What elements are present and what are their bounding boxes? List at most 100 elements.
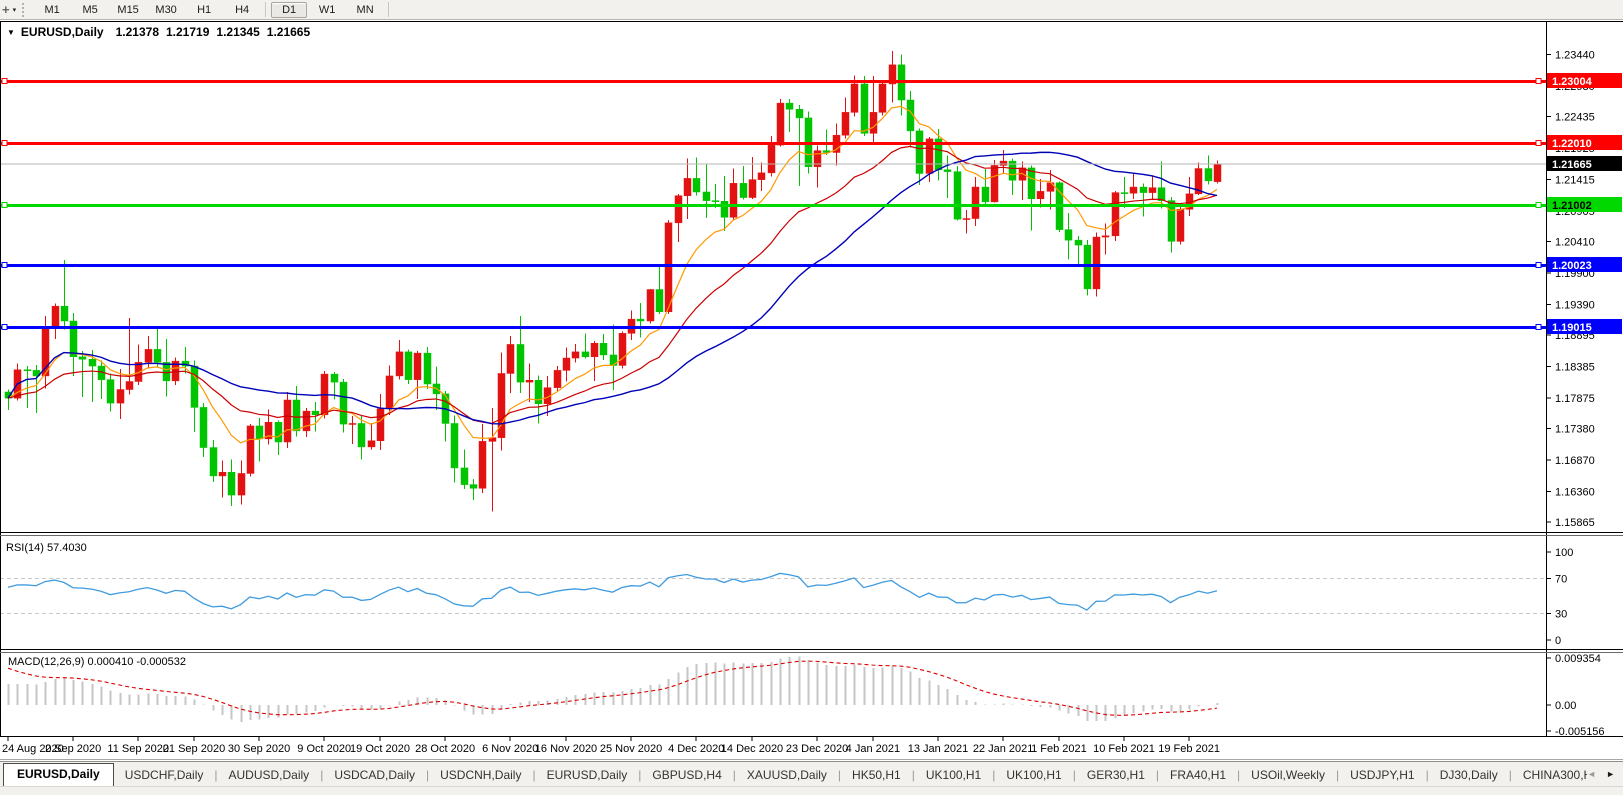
hline-handle[interactable] xyxy=(1,202,8,208)
tab-separator: | xyxy=(638,768,642,782)
price-badge-1.21002: 1.21002 xyxy=(1547,197,1622,212)
tab-scroll-left-button[interactable]: ◄ xyxy=(1587,769,1597,779)
chart-tab-usoil-weekly-13[interactable]: USOil,Weekly xyxy=(1251,768,1325,782)
price-tick-label: 1.22435 xyxy=(1555,111,1595,123)
tab-scroll-right-button[interactable]: ► xyxy=(1606,769,1615,779)
svg-text:1.23004: 1.23004 xyxy=(1552,76,1593,88)
price-tick-label: 1.16360 xyxy=(1555,486,1595,498)
macd-pane xyxy=(7,656,1219,722)
svg-text:1.22010: 1.22010 xyxy=(1552,138,1592,150)
date-tick-label: 23 Dec 2020 xyxy=(786,743,848,755)
date-tick-label: 30 Sep 2020 xyxy=(228,743,290,755)
symbol-dropdown-icon[interactable]: ▼ xyxy=(7,27,15,37)
date-tick-label: 4 Jan 2021 xyxy=(846,743,900,755)
chart-tab-dj30-daily-15[interactable]: DJ30,Daily xyxy=(1439,768,1498,782)
chart-tab-ger30-h1-11[interactable]: GER30,H1 xyxy=(1086,768,1145,782)
macd-tick-label: -0.005156 xyxy=(1555,726,1605,738)
hline-handle[interactable] xyxy=(1,78,8,84)
timeframe-button-m30[interactable]: M30 xyxy=(155,3,177,16)
price-tick-label: 1.15865 xyxy=(1555,517,1595,529)
hline-1.22010[interactable] xyxy=(0,140,1546,146)
hline-handle[interactable] xyxy=(1,262,8,268)
rsi-label: RSI(14) 57.4030 xyxy=(6,542,87,554)
tab-separator: | xyxy=(1335,768,1340,782)
hline-handle[interactable] xyxy=(1,140,8,146)
chart-symbol-label: EURUSD,Daily xyxy=(20,25,104,39)
chart-tab-usdcnh-daily-4[interactable]: USDCNH,Daily xyxy=(440,768,522,782)
macd-axis: 0.009354 0.00 -0.005156 xyxy=(1546,653,1605,738)
hline-1.20023[interactable] xyxy=(0,262,1546,268)
toolbar-divider xyxy=(388,2,390,17)
hline-handle[interactable] xyxy=(1,324,8,330)
date-tick-label: 19 Feb 2021 xyxy=(1158,743,1220,755)
price-badge-1.22010: 1.22010 xyxy=(1547,135,1622,150)
timeframe-button-h4[interactable]: H4 xyxy=(235,3,250,16)
date-tick-label: 13 Jan 2021 xyxy=(908,743,969,755)
date-tick-label: 22 Jan 2021 xyxy=(973,743,1034,755)
crosshair-tool-button[interactable]: + ▾ xyxy=(0,1,20,19)
date-tick-label: 24 Aug 2020 xyxy=(2,743,64,755)
date-tick-label: 25 Nov 2020 xyxy=(600,743,662,755)
chart-tab-xauusd-daily-7[interactable]: XAUUSD,Daily xyxy=(746,768,827,782)
price-tick-label: 1.18385 xyxy=(1555,361,1595,373)
hline-1.23004[interactable] xyxy=(0,78,1546,84)
chart-tab-usdjpy-h1-14[interactable]: USDJPY,H1 xyxy=(1350,768,1415,782)
price-axis[interactable]: 1.234401.229301.224351.219251.214151.209… xyxy=(1546,49,1622,529)
rsi-tick-label: 30 xyxy=(1555,609,1567,621)
chart-tabs: EURUSD,Daily USDCHF,Daily | AUDUSD,Daily | US… xyxy=(0,762,1587,786)
hline-handle[interactable] xyxy=(1535,78,1542,84)
chart-tab-eurusd-daily-5[interactable]: EURUSD,Daily xyxy=(546,768,628,782)
status-bar xyxy=(0,786,1623,795)
date-tick-label: 19 Oct 2020 xyxy=(350,743,410,755)
timeframe-button-m15[interactable]: M15 xyxy=(117,3,139,16)
tab-separator: | xyxy=(837,768,842,782)
price-tick-label: 1.23440 xyxy=(1555,49,1595,61)
ohlc-high: 1.21719 xyxy=(166,25,210,39)
chart-canvas[interactable]: 1.234401.229301.224351.219251.214151.209… xyxy=(0,0,1623,761)
chart-tab-audusd-daily-2[interactable]: AUDUSD,Daily xyxy=(228,768,310,782)
timeframe-button-w1[interactable]: W1 xyxy=(318,3,336,16)
hline-handle[interactable] xyxy=(1535,202,1542,208)
price-badge-1.21665: 1.21665 xyxy=(1547,156,1622,171)
date-tick-label: 6 Nov 2020 xyxy=(482,743,538,755)
chart-tab-fra40-h1-12[interactable]: FRA40,H1 xyxy=(1170,768,1227,782)
tab-separator: | xyxy=(320,768,324,782)
tab-separator: | xyxy=(1155,768,1160,782)
hline-1.21002[interactable] xyxy=(0,202,1546,208)
svg-text:1.21002: 1.21002 xyxy=(1552,200,1592,212)
hline-handle[interactable] xyxy=(1535,140,1542,146)
hline-handle[interactable] xyxy=(1535,262,1542,268)
hline-1.19015[interactable] xyxy=(0,324,1546,330)
date-tick-label: 28 Oct 2020 xyxy=(415,743,475,755)
chart-tab-gbpusd-h4-6[interactable]: GBPUSD,H4 xyxy=(652,768,722,782)
date-tick-label: 9 Oct 2020 xyxy=(297,743,351,755)
timeframe-button-m5[interactable]: M5 xyxy=(82,3,98,16)
timeframe-button-h1[interactable]: H1 xyxy=(197,3,212,16)
price-tick-label: 1.17875 xyxy=(1555,393,1595,405)
chart-tab-bar: EURUSD,Daily USDCHF,Daily | AUDUSD,Daily | US… xyxy=(0,761,1623,786)
date-tick-label: 4 Dec 2020 xyxy=(668,743,724,755)
tab-separator: | xyxy=(732,768,736,782)
timeframe-button-m1[interactable]: M1 xyxy=(44,3,60,16)
rsi-tick-label: 0 xyxy=(1555,635,1561,647)
tab-separator: | xyxy=(214,768,218,782)
chart-tab-uk100-h1-9[interactable]: UK100,H1 xyxy=(925,768,982,782)
timeframe-button-mn[interactable]: MN xyxy=(356,3,374,16)
hline-handle[interactable] xyxy=(1535,324,1542,330)
chart-tab-usdcad-daily-3[interactable]: USDCAD,Daily xyxy=(334,768,415,782)
chart-tab-uk100-h1-10[interactable]: UK100,H1 xyxy=(1006,768,1062,782)
timeframe-button-d1[interactable]: D1 xyxy=(271,1,308,18)
chart-tab-eurusd-daily-0[interactable]: EURUSD,Daily xyxy=(3,763,114,786)
price-tick-label: 1.16870 xyxy=(1555,455,1595,467)
toolbar-grip[interactable] xyxy=(22,2,27,17)
tab-separator: | xyxy=(426,768,430,782)
dropdown-caret-icon: ▾ xyxy=(12,6,17,14)
price-tick-label: 1.21415 xyxy=(1555,174,1595,186)
date-tick-label: 14 Dec 2020 xyxy=(721,743,783,755)
chart-tab-china300-h1-16[interactable]: CHINA300,H1 xyxy=(1522,768,1587,782)
tab-separator: | xyxy=(992,768,996,782)
chart-tab-hk50-h1-8[interactable]: HK50,H1 xyxy=(852,768,901,782)
date-tick-label: 21 Sep 2020 xyxy=(163,743,225,755)
chart-tab-usdchf-daily-1[interactable]: USDCHF,Daily xyxy=(124,768,204,782)
